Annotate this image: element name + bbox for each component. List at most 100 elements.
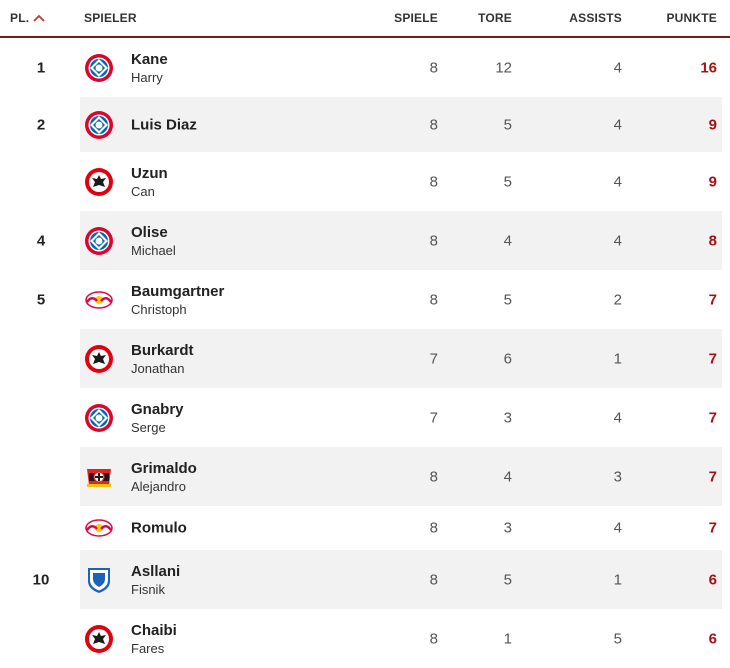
- player-name[interactable]: Luis Diaz: [131, 115, 197, 134]
- assists-cell: 4: [613, 409, 622, 426]
- goals-cell: 3: [503, 409, 512, 426]
- player-name[interactable]: Kane Harry: [131, 50, 168, 86]
- table-row[interactable]: Romulo 8 3 4 7: [0, 506, 730, 550]
- row-background: [80, 329, 722, 388]
- rank-cell: 10: [32, 571, 50, 588]
- assists-cell: 5: [613, 630, 622, 647]
- games-cell: 8: [429, 468, 438, 485]
- player-name[interactable]: Olise Michael: [131, 223, 176, 259]
- goals-column-header[interactable]: TORE: [478, 11, 512, 25]
- hoffenheim-logo-icon: [84, 565, 114, 595]
- player-first-name: Can: [131, 183, 155, 199]
- goals-cell: 1: [503, 630, 512, 647]
- games-cell: 8: [429, 630, 438, 647]
- table-row[interactable]: Grimaldo Alejandro 8 4 3 7: [0, 447, 730, 506]
- assists-cell: 4: [613, 59, 622, 76]
- points-cell: 6: [708, 630, 717, 647]
- goals-cell: 5: [503, 291, 512, 308]
- rank-cell: 1: [36, 59, 46, 76]
- games-cell: 8: [429, 232, 438, 249]
- player-first-name: Harry: [131, 69, 163, 85]
- eintracht-frankfurt-logo-icon: [84, 167, 114, 197]
- fc-bayern-logo-icon: [84, 226, 114, 256]
- player-name[interactable]: Chaibi Fares: [131, 621, 177, 657]
- player-name[interactable]: Gnabry Serge: [131, 400, 184, 436]
- rank-column-label: PL.: [10, 11, 30, 25]
- player-last-name: Olise: [131, 223, 168, 241]
- assists-cell: 4: [613, 116, 622, 133]
- assists-cell: 1: [613, 350, 622, 367]
- goals-cell: 5: [503, 116, 512, 133]
- table-row[interactable]: Burkardt Jonathan 7 6 1 7: [0, 329, 730, 388]
- player-last-name: Romulo: [131, 519, 187, 537]
- rb-leipzig-logo-icon: [84, 285, 114, 315]
- assists-cell: 4: [613, 173, 622, 190]
- points-cell: 9: [708, 173, 717, 190]
- points-column-header[interactable]: PUNKTE: [666, 11, 717, 25]
- goals-cell: 5: [503, 173, 512, 190]
- fc-bayern-logo-icon: [84, 110, 114, 140]
- player-column-header[interactable]: SPIELER: [84, 11, 137, 25]
- points-cell: 7: [708, 350, 717, 367]
- player-last-name: Gnabry: [131, 400, 184, 418]
- player-last-name: Luis Diaz: [131, 116, 197, 133]
- player-name[interactable]: Grimaldo Alejandro: [131, 459, 197, 495]
- rank-cell: 2: [36, 116, 46, 133]
- player-first-name: Serge: [131, 419, 166, 435]
- games-cell: 8: [429, 291, 438, 308]
- assists-cell: 1: [613, 571, 622, 588]
- assists-cell: 4: [613, 519, 622, 537]
- bayer-leverkusen-logo-icon: [84, 462, 114, 492]
- assists-cell: 4: [613, 232, 622, 249]
- eintracht-frankfurt-logo-icon: [84, 624, 114, 654]
- goals-cell: 3: [503, 519, 512, 537]
- goals-cell: 12: [495, 59, 512, 76]
- table-row[interactable]: Chaibi Fares 8 1 5 6: [0, 609, 730, 668]
- assists-cell: 2: [613, 291, 622, 308]
- games-cell: 8: [429, 519, 438, 537]
- row-background: [80, 211, 722, 270]
- table-row[interactable]: 4 Olise Michael 8 4 4 8: [0, 211, 730, 270]
- scorer-table: 1 Kane Harry 8 12 4 16 2 Luis Diaz 8 5 4…: [0, 38, 730, 668]
- player-first-name: Fisnik: [131, 581, 165, 597]
- points-cell: 7: [708, 519, 717, 537]
- goals-cell: 4: [503, 468, 512, 485]
- games-column-header[interactable]: SPIELE: [394, 11, 438, 25]
- player-first-name: Jonathan: [131, 360, 185, 376]
- table-row[interactable]: 10 Asllani Fisnik 8 5 1 6: [0, 550, 730, 609]
- player-last-name: Kane: [131, 50, 168, 68]
- rb-leipzig-logo-icon: [84, 513, 114, 543]
- table-row[interactable]: Uzun Can 8 5 4 9: [0, 152, 730, 211]
- player-last-name: Burkardt: [131, 341, 194, 359]
- player-name[interactable]: Baumgartner Christoph: [131, 282, 224, 318]
- points-cell: 7: [708, 409, 717, 426]
- eintracht-frankfurt-logo-icon: [84, 344, 114, 374]
- table-row[interactable]: 1 Kane Harry 8 12 4 16: [0, 38, 730, 97]
- fc-bayern-logo-icon: [84, 53, 114, 83]
- player-last-name: Asllani: [131, 562, 181, 580]
- rank-cell: 4: [36, 232, 46, 249]
- player-name[interactable]: Romulo: [131, 519, 187, 538]
- points-cell: 6: [708, 571, 717, 588]
- fc-bayern-logo-icon: [84, 403, 114, 433]
- table-row[interactable]: 5 Baumgartner Christoph 8 5 2 7: [0, 270, 730, 329]
- goals-cell: 5: [503, 571, 512, 588]
- games-cell: 8: [429, 571, 438, 588]
- row-background: [80, 447, 722, 506]
- table-row[interactable]: 2 Luis Diaz 8 5 4 9: [0, 97, 730, 152]
- player-first-name: Michael: [131, 242, 176, 258]
- points-cell: 7: [708, 468, 717, 485]
- player-name[interactable]: Asllani Fisnik: [131, 562, 180, 598]
- player-last-name: Chaibi: [131, 621, 177, 639]
- assists-column-header[interactable]: ASSISTS: [569, 11, 622, 25]
- player-name[interactable]: Burkardt Jonathan: [131, 341, 194, 377]
- player-name[interactable]: Uzun Can: [131, 164, 168, 200]
- player-first-name: Christoph: [131, 301, 187, 317]
- games-cell: 8: [429, 173, 438, 190]
- points-cell: 8: [708, 232, 717, 249]
- table-row[interactable]: Gnabry Serge 7 3 4 7: [0, 388, 730, 447]
- goals-cell: 4: [503, 232, 512, 249]
- sort-by-rank-header[interactable]: PL.: [10, 11, 45, 25]
- chevron-up-icon: [33, 14, 45, 22]
- games-cell: 7: [429, 350, 438, 367]
